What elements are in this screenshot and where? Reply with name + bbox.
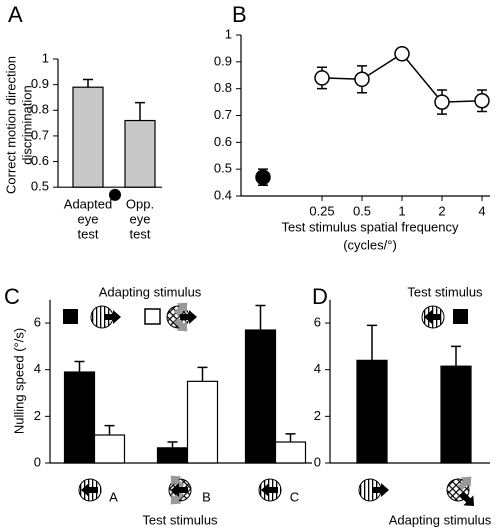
x-tick-label: Opp. [126, 196, 154, 211]
bar [440, 365, 472, 464]
panel-letter: A [8, 2, 23, 27]
x-tick-label: B [202, 489, 211, 504]
x-tick-label: C [290, 489, 299, 504]
y-tick-label: 0.8 [31, 102, 49, 117]
y-tick-label: 0.7 [31, 127, 49, 142]
y-tick-label: 0.4 [214, 187, 232, 202]
legend-swatch [144, 308, 161, 325]
error-bar [255, 304, 266, 331]
marker [314, 70, 330, 86]
y-tick-label: 0.9 [31, 76, 49, 91]
marker [255, 169, 271, 185]
bar [186, 380, 219, 464]
y-tick-label: 0.7 [214, 107, 232, 122]
y-axis-label: Correct motion direction [3, 56, 18, 194]
x-tick-label: eye [78, 211, 99, 226]
panel-letter: C [4, 284, 20, 309]
y-tick-label: 0.6 [31, 153, 49, 168]
marker [474, 92, 490, 109]
y-tick-label: 0 [314, 454, 321, 469]
y-tick-label: 0.5 [214, 161, 232, 176]
marker [354, 71, 370, 88]
y-tick-label: 1 [225, 26, 232, 41]
bar [156, 447, 189, 464]
y-tick-label: 2 [34, 408, 41, 423]
error-bar [197, 366, 208, 382]
error-bar [74, 360, 85, 373]
panel-letter: B [232, 2, 247, 27]
y-tick-label: 0.9 [214, 53, 232, 68]
y-tick-label: 6 [34, 314, 41, 329]
error-bar [83, 78, 93, 88]
error-bar [367, 324, 377, 361]
y-tick-label: 1 [42, 50, 49, 65]
x-tick-label: Adapted [64, 196, 112, 211]
bar [274, 441, 307, 464]
bar [93, 434, 126, 464]
y-tick-label: 0 [34, 454, 41, 469]
bar [244, 329, 277, 464]
x-axis-label: Test stimulus spatial frequency [281, 219, 459, 234]
y-tick-label: 4 [314, 361, 321, 376]
bar [124, 119, 156, 188]
x-tick-label: 1 [398, 203, 405, 218]
x-tick-label: 0.5 [353, 203, 371, 218]
panel-letter: D [312, 284, 328, 309]
x-tick-label: 0.25 [309, 203, 334, 218]
error-bar [451, 345, 461, 367]
y-tick-label: 6 [314, 314, 321, 329]
x-tick-label: test [130, 226, 151, 241]
x-tick-label: 2 [438, 203, 445, 218]
annotation: Adapting stimulus [389, 512, 492, 527]
y-tick-label: 2 [314, 408, 321, 423]
chance-point [109, 188, 121, 201]
y-tick-label: 4 [34, 361, 41, 376]
y-tick-label: 0.6 [214, 134, 232, 149]
legend-swatch [63, 309, 78, 324]
x-tick-label: test [78, 226, 99, 241]
error-bar [135, 101, 145, 121]
y-tick-label: 0.8 [214, 80, 232, 95]
bar [72, 86, 104, 188]
x-tick-label: eye [130, 211, 151, 226]
x-axis-label: (cycles/°) [343, 237, 397, 252]
annotation: Test stimulus [142, 512, 218, 527]
y-axis-label: Nulling speed (°/s) [11, 328, 26, 434]
legend-swatch [453, 309, 468, 324]
x-tick-label: 4 [478, 203, 485, 218]
error-bar [167, 441, 178, 448]
marker [434, 94, 450, 110]
y-tick-label: 0.5 [31, 179, 49, 194]
annotation: Adapting stimulus [99, 284, 202, 299]
y-axis-label: discrimination [19, 85, 34, 164]
bar [63, 371, 96, 464]
bar [356, 359, 388, 464]
marker [394, 46, 410, 62]
annotation: Test stimulus [407, 284, 483, 299]
error-bar [285, 433, 296, 443]
error-bar [104, 424, 115, 436]
x-tick-label: A [109, 489, 118, 504]
